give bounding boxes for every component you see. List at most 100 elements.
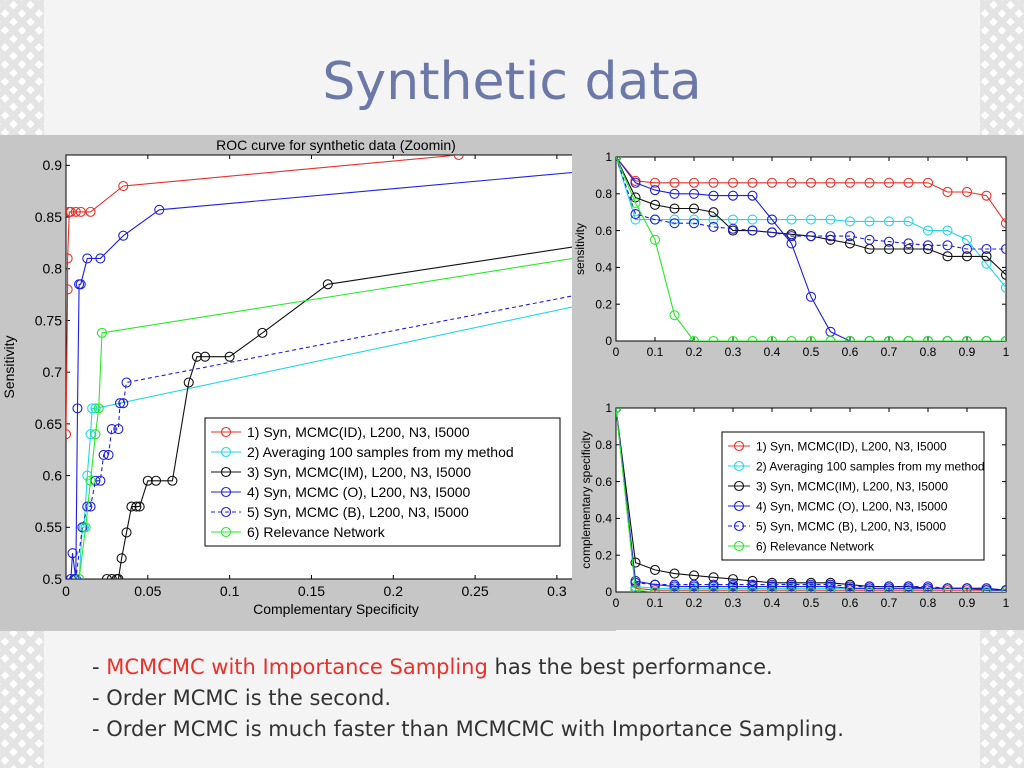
x-tick-label: 0.7 [881, 345, 898, 359]
series-5-point [98, 449, 109, 460]
series-5-point [649, 214, 661, 225]
y-tick-label: 0.2 [595, 297, 612, 311]
series-4-point [649, 185, 661, 196]
series-6-point [961, 335, 973, 341]
series-6-point [669, 586, 680, 592]
series-1-point [864, 177, 875, 188]
series-3-point [630, 557, 641, 568]
series-3-point [126, 501, 137, 512]
series-3-point [1000, 269, 1006, 280]
series-line-4 [616, 157, 1006, 341]
series-6-point [883, 335, 895, 341]
series-3-point [669, 568, 680, 579]
sensitivity-figure: 0 0.1 0.2 0.3 0.4 0.5 0.6 0.7 0.8 0.9 1 0 0.2 0.4 0.6 0… [572, 135, 1024, 378]
legend-entry: 5) Syn, MCMC (B), L200, N3, I5000 [247, 504, 469, 520]
x-tick-label: 0.2 [686, 345, 703, 359]
x-tick-label: 0.4 [764, 345, 781, 359]
legend-entry: 2) Averaging 100 samples from my method [756, 459, 985, 473]
series-2-point [669, 214, 680, 225]
series-5-point [883, 581, 895, 592]
series-6-point [805, 335, 817, 341]
series-3-point [116, 553, 127, 564]
series-1-point [688, 177, 700, 188]
series-line-6 [78, 252, 606, 579]
series-6-point [80, 522, 91, 533]
x-tick-label: 0.9 [959, 596, 976, 610]
series-5-point [95, 475, 106, 486]
series-1-point [66, 206, 76, 217]
roc-zoom-chart: 0 0.05 0.1 0.15 0.2 0.25 0.3 0.5 0.55 0.6 0.65 0.7 0… [1, 137, 607, 617]
series-1-point [903, 177, 914, 188]
series-3-point [191, 351, 202, 362]
series-4-point [747, 190, 758, 201]
legend-marker [733, 480, 745, 492]
y-tick-label: 0.75 [35, 312, 62, 328]
series-6-point [747, 335, 758, 341]
series-3-point [150, 475, 162, 486]
legend-marker [220, 466, 232, 478]
x-tick-label: 0 [62, 583, 70, 599]
y-tick-label: 0.2 [595, 548, 612, 562]
series-line-2 [616, 157, 1006, 288]
series-5-point [825, 579, 836, 590]
legend-entry: 6) Relevance Network [756, 539, 875, 553]
series-1-point [727, 177, 739, 188]
y-axis-label: Sensitivity [1, 335, 17, 398]
series-6-point [981, 335, 992, 341]
series-2-point [903, 216, 914, 227]
series-3-point [257, 327, 268, 338]
series-5-point [688, 579, 700, 590]
series-3-point [224, 351, 235, 362]
series-5-point [864, 581, 875, 592]
series-1-point [708, 177, 719, 188]
series-5-point [786, 231, 797, 242]
bullet-item: - Order MCMC is the second. [92, 683, 844, 714]
series-2-point [630, 214, 641, 225]
series-4-point [154, 204, 165, 215]
y-tick-label: 0 [605, 585, 612, 599]
series-5-point [106, 423, 117, 435]
x-tick-label: 0.2 [384, 583, 404, 599]
series-3-point [883, 243, 895, 255]
legend-entry: 1) Syn, MCMC(ID), L200, N3, I5000 [756, 439, 947, 453]
series-6-point [786, 335, 797, 341]
series-3-point [134, 501, 145, 512]
legend-entry: 5) Syn, MCMC (B), L200, N3, I5000 [756, 519, 946, 533]
legend-marker [220, 486, 232, 498]
bullet-list: - MCMCMC with Importance Sampling has th… [92, 652, 844, 745]
series-5-point [961, 583, 973, 592]
series-5-point [708, 579, 719, 590]
series-line-6 [616, 157, 1006, 341]
series-2-point [747, 214, 758, 225]
series-4-point [67, 548, 78, 559]
series-6-point [864, 586, 875, 592]
series-5-point [766, 579, 778, 590]
series-6-point [688, 586, 700, 592]
series-2-point [864, 216, 875, 227]
series-1-point [961, 186, 973, 198]
series-1-point [766, 177, 778, 188]
x-tick-label: 0.5 [803, 596, 820, 610]
legend-marker [733, 500, 745, 512]
x-tick-label: 1 [1003, 345, 1010, 359]
legend-box [204, 417, 561, 547]
series-1-point [70, 206, 81, 217]
series-2-point [942, 225, 953, 236]
x-tick-label: 0.1 [647, 345, 664, 359]
series-6-point [766, 335, 778, 341]
bullet-dash: - [92, 655, 107, 679]
series-1-point [66, 284, 73, 295]
slide-title: Synthetic data [322, 52, 702, 112]
series-3-point [727, 574, 739, 585]
series-6-point [688, 335, 700, 341]
series-2-point [688, 214, 700, 225]
series-3-point [113, 573, 124, 579]
series-6-point [85, 475, 96, 486]
x-tick-label: 1 [1003, 596, 1010, 610]
series-5-point [961, 243, 973, 255]
series-2-point [649, 583, 661, 592]
series-6-point [903, 335, 914, 341]
series-5-point [747, 225, 758, 236]
series-6-point [90, 429, 101, 440]
y-tick-label: 1 [605, 401, 612, 415]
